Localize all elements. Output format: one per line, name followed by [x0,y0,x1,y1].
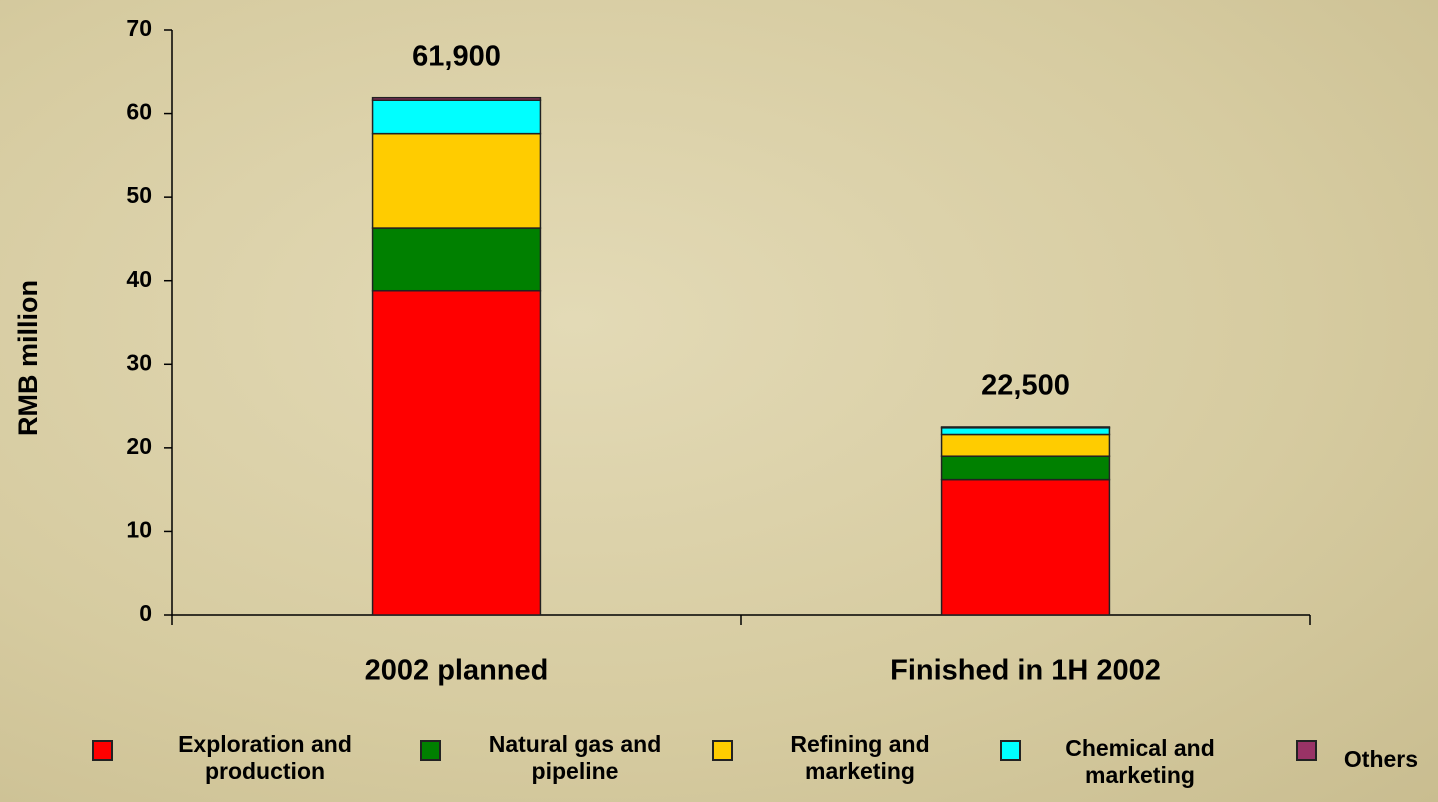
y-tick-label: 40 [126,266,152,292]
legend-swatch [420,740,441,761]
bar-segment [940,433,1111,457]
total-label: 22,500 [981,370,1070,402]
bar-segment [940,455,1111,481]
y-axis-label: RMB million [13,280,43,436]
total-label: 61,900 [412,40,501,72]
bar-segment [371,96,542,101]
bar-segment [940,427,1111,436]
y-tick-label: 30 [126,349,152,375]
x-tick-label: 2002 planned [365,655,549,687]
legend-label: Natural gas and pipeline [488,731,662,784]
y-tick-label: 20 [126,433,152,459]
legend-label: Refining and marketing [790,731,930,784]
bar-segment [371,289,542,616]
legend-label: Others [1343,746,1419,772]
y-tick-label: 70 [126,15,152,41]
legend-swatch [1296,740,1317,761]
y-tick-label: 60 [126,99,152,125]
legend-label: Exploration and production [178,731,352,784]
legend-swatch [92,740,113,761]
legend-swatch [1000,740,1021,761]
bar-segment [371,99,542,135]
bar-segment [371,132,542,229]
y-tick-label: 0 [139,600,152,626]
x-tick-label: Finished in 1H 2002 [890,655,1161,687]
bar-segment [940,426,1111,429]
bar-segment [371,227,542,292]
y-tick-label: 50 [126,182,152,208]
bar-segment [940,478,1111,616]
legend-label: Chemical and marketing [1065,735,1215,788]
legend-swatch [712,740,733,761]
y-tick-label: 10 [126,517,152,543]
